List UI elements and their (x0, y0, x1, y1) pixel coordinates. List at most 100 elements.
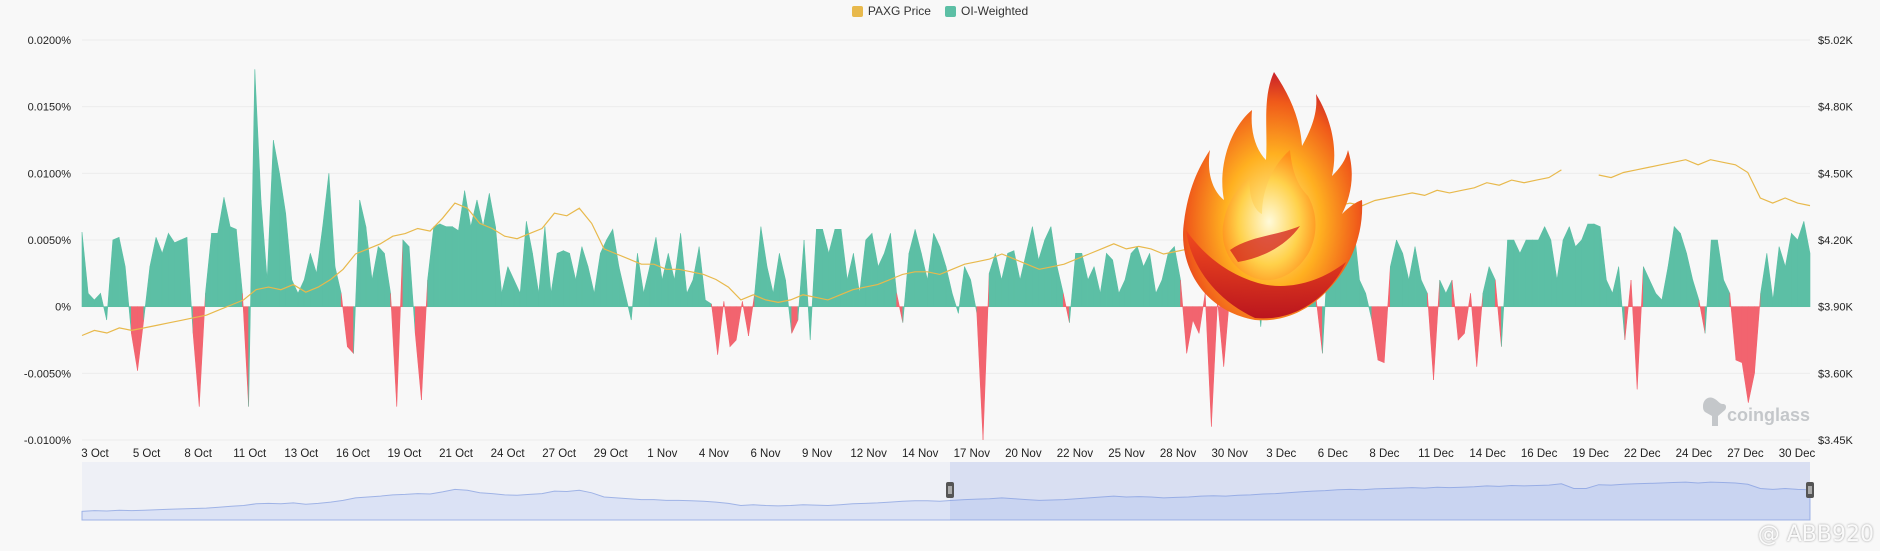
oi-bar (643, 266, 651, 307)
oi-bar (655, 237, 663, 307)
oi-bar (1192, 306, 1200, 334)
oi-bar (982, 273, 990, 441)
oi-bar (1507, 239, 1515, 307)
oi-bar (94, 292, 101, 307)
oi-bar (1698, 299, 1706, 334)
oi-bar (1661, 266, 1669, 307)
oi-bar (544, 226, 552, 307)
x-tick-label: 20 Nov (1005, 448, 1042, 460)
x-tick-label: 11 Dec (1418, 448, 1454, 460)
oi-bar (279, 173, 286, 307)
navigator-selection (950, 462, 1810, 520)
x-tick-label: 28 Nov (1160, 448, 1197, 460)
oi-bar (988, 253, 996, 307)
legend-item-price[interactable]: PAXG Price (851, 4, 931, 18)
oi-bar (1433, 279, 1441, 381)
x-tick-label: 1 Nov (647, 448, 677, 460)
oi-bar (618, 266, 626, 307)
oi-bar (217, 197, 225, 307)
oi-bar (1735, 306, 1743, 364)
oi-bar (192, 306, 200, 407)
oi-bar (914, 229, 922, 307)
x-tick-label: 14 Nov (902, 448, 939, 460)
oi-bar (285, 213, 293, 307)
oi-bar (1513, 239, 1521, 307)
coinglass-logo-icon (1703, 397, 1727, 426)
oi-bar (1599, 226, 1607, 307)
oi-bar (1377, 306, 1385, 364)
oi-bar (661, 253, 669, 307)
oi-bar (958, 266, 965, 314)
oi-bar (106, 239, 114, 321)
oi-bar (211, 233, 219, 307)
oi-bar (563, 250, 570, 307)
oi-bar (1673, 225, 1681, 307)
oi-bar (1420, 279, 1428, 307)
y-right-tick-label: $3.45K (1818, 435, 1854, 447)
oi-bar (205, 233, 212, 307)
oi-bar (945, 266, 953, 307)
oi-bar (445, 226, 453, 307)
oi-bar (1383, 266, 1391, 363)
coinglass-watermark: coinglass (1703, 397, 1810, 426)
oi-bar (519, 221, 527, 307)
oi-bar (1525, 239, 1533, 307)
oi-bar (1445, 279, 1453, 307)
oi-bar (242, 293, 249, 407)
oi-bar (1149, 253, 1157, 307)
y-left-tick-label: 0.0100% (28, 168, 72, 180)
x-tick-label: 5 Oct (133, 448, 161, 460)
oi-bar (1785, 233, 1792, 307)
navigator-right-handle[interactable] (1806, 482, 1814, 498)
oi-bar (649, 237, 657, 307)
oi-bar (81, 231, 89, 307)
oi-bar (624, 293, 632, 321)
oi-bar (896, 293, 904, 323)
oi-bar (1741, 306, 1749, 403)
oi-bar (970, 279, 978, 314)
legend-label-price: PAXG Price (867, 4, 931, 18)
oi-bar (1106, 252, 1113, 307)
oi-bar (1476, 293, 1484, 367)
x-tick-label: 14 Dec (1469, 448, 1506, 460)
oi-bar (1550, 239, 1558, 307)
oi-bar (809, 229, 817, 341)
x-tick-label: 27 Oct (542, 448, 577, 460)
oi-bar (359, 199, 367, 307)
navigator-left-handle[interactable] (946, 482, 954, 498)
oi-bar (365, 226, 373, 307)
legend-item-oi[interactable]: OI-Weighted (944, 4, 1028, 18)
oi-bar (1470, 293, 1478, 367)
oi-bar (1649, 279, 1657, 307)
oi-bar (458, 190, 465, 307)
oi-bar (1494, 279, 1502, 347)
oi-bar (927, 233, 934, 307)
oi-bar (1056, 266, 1064, 307)
x-tick-label: 6 Dec (1318, 448, 1348, 460)
oi-bar (297, 279, 305, 307)
oi-bar (1371, 306, 1379, 361)
x-tick-label: 21 Oct (439, 448, 474, 460)
oi-bar (772, 253, 780, 307)
legend-swatch-oi (944, 5, 956, 17)
oi-bar (235, 229, 243, 307)
oi-bar (1069, 253, 1076, 323)
oi-bar (877, 253, 885, 307)
oi-bar (853, 253, 860, 307)
oi-bar (1636, 266, 1644, 390)
oi-bar (1575, 239, 1582, 307)
oi-bar (371, 246, 379, 307)
oi-bar (723, 301, 731, 347)
x-tick-label: 9 Nov (802, 448, 832, 460)
oi-bar (229, 226, 237, 307)
oi-bar (1087, 266, 1095, 307)
oi-bar (396, 239, 404, 407)
oi-bar (1531, 239, 1539, 307)
oi-bar (754, 226, 762, 307)
oi-bar (1161, 253, 1169, 307)
oi-bar (303, 253, 311, 307)
oi-bar (1062, 293, 1070, 323)
x-tick-label: 16 Dec (1521, 448, 1558, 460)
oi-bar (1747, 306, 1755, 403)
